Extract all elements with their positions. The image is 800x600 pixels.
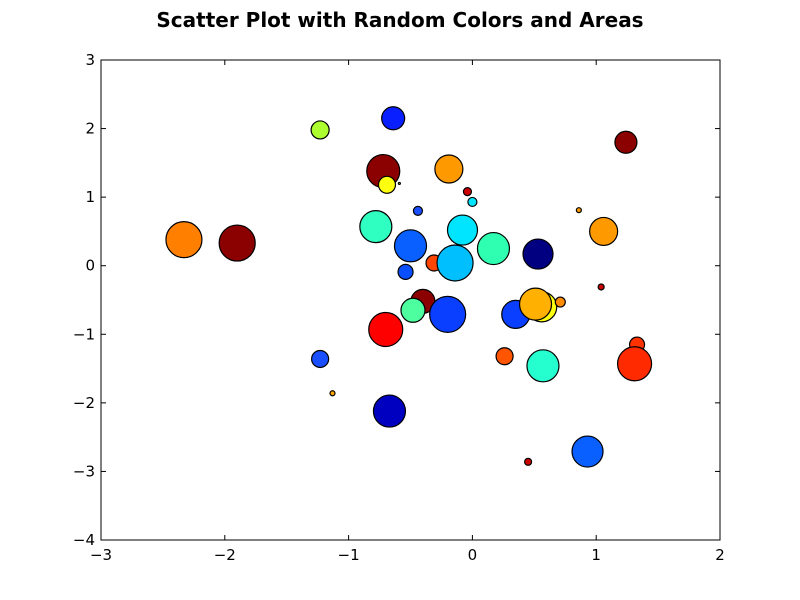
scatter-point (368, 311, 404, 348)
y-tick-label: 3 (85, 51, 95, 69)
scatter-point (518, 287, 553, 321)
scatter-point (359, 210, 393, 244)
scatter-point (614, 130, 638, 154)
x-tick-label: −2 (214, 546, 236, 564)
scatter-point (589, 216, 619, 247)
scatter-point (616, 346, 653, 382)
x-tick-label: 2 (715, 546, 725, 564)
y-tick-label: 1 (85, 188, 95, 206)
plot-area-frame (100, 59, 721, 541)
scatter-point (393, 229, 428, 263)
scatter-point (400, 297, 426, 323)
scatter-point (412, 205, 424, 216)
scatter-point (476, 231, 511, 266)
scatter-point (524, 457, 533, 466)
scatter-point (397, 181, 401, 186)
y-tick-label: 0 (85, 257, 95, 275)
x-tick-label: −1 (338, 546, 360, 564)
scatter-point (571, 435, 604, 468)
scatter-point (495, 347, 514, 366)
scatter-point (329, 390, 336, 397)
scatter-point (381, 106, 406, 131)
scatter-point (554, 296, 566, 308)
scatter-point (218, 224, 256, 262)
scatter-point (575, 207, 582, 214)
y-tick-label: −1 (73, 325, 95, 343)
scatter-point (165, 221, 203, 259)
scatter-point (526, 349, 560, 383)
scatter-point (429, 295, 467, 333)
scatter-point (434, 154, 464, 184)
scatter-point (372, 394, 407, 428)
scatter-point (377, 175, 397, 194)
scatter-point (467, 196, 478, 208)
y-tick-label: −3 (73, 462, 95, 480)
points-layer (165, 106, 653, 468)
scatter-point (311, 349, 330, 369)
x-tick-label: 0 (468, 546, 478, 564)
chart-title: Scatter Plot with Random Colors and Area… (156, 8, 643, 32)
y-tick-label: 2 (85, 120, 95, 138)
scatter-point (462, 187, 473, 197)
y-tick-label: −4 (73, 531, 95, 549)
scatter-point (310, 120, 330, 140)
scatter-point (597, 283, 605, 291)
y-tick-label: −2 (73, 394, 95, 412)
x-tick-label: −3 (90, 546, 112, 564)
scatter-point (436, 244, 474, 282)
scatter-point (397, 263, 414, 280)
x-tick-label: 1 (591, 546, 601, 564)
scatter-point (446, 214, 479, 246)
scatter-point (522, 238, 554, 270)
